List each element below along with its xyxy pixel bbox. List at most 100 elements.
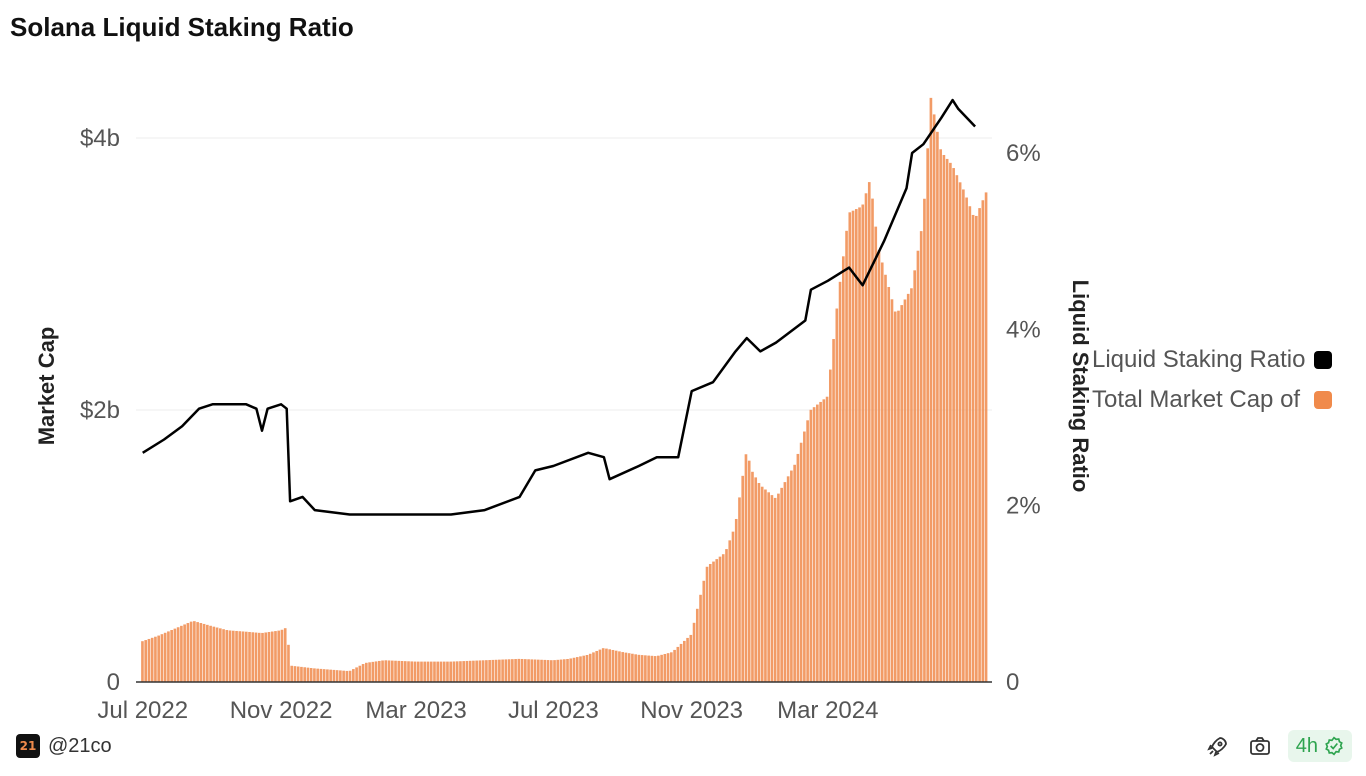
market-cap-bar	[202, 623, 206, 682]
market-cap-bar	[423, 661, 427, 682]
market-cap-bar	[507, 659, 511, 682]
market-cap-bar	[767, 492, 771, 682]
market-cap-bar	[757, 483, 761, 682]
market-cap-bar	[695, 608, 699, 682]
market-cap-bar	[274, 631, 277, 682]
market-cap-bar	[309, 668, 313, 682]
y-left-tick-label: $2b	[80, 397, 120, 424]
market-cap-bar	[248, 631, 251, 682]
market-cap-bar	[588, 653, 592, 682]
market-cap-bar	[222, 629, 225, 682]
market-cap-bar	[644, 655, 647, 682]
market-cap-bar	[504, 659, 508, 682]
refresh-interval: 4h	[1295, 734, 1318, 757]
market-cap-bar	[653, 656, 657, 682]
y-right-tick-label: 2%	[1006, 493, 1041, 520]
market-cap-bar	[579, 656, 582, 682]
market-cap-bar	[160, 634, 164, 682]
market-cap-bar	[728, 540, 732, 682]
rocket-icon[interactable]	[1204, 732, 1232, 760]
market-cap-bar	[968, 206, 972, 682]
market-cap-bar	[150, 637, 154, 682]
market-cap-bar	[721, 554, 725, 682]
market-cap-bar	[952, 168, 955, 682]
x-tick-label: Jul 2023	[508, 697, 599, 724]
market-cap-bar	[358, 665, 362, 682]
market-cap-bar	[754, 477, 758, 682]
market-cap-bar	[897, 310, 900, 682]
x-tick-label: Mar 2024	[777, 697, 878, 724]
x-tick-label: Jul 2022	[97, 697, 188, 724]
market-cap-bar	[348, 670, 352, 682]
market-cap-bar	[429, 661, 433, 682]
refresh-badge[interactable]: 4h	[1287, 730, 1352, 762]
market-cap-bar	[682, 640, 686, 682]
market-cap-bar	[494, 659, 498, 682]
market-cap-bar	[861, 204, 865, 682]
market-cap-bar	[936, 131, 939, 683]
market-cap-bar	[215, 627, 219, 682]
market-cap-bar	[410, 661, 414, 682]
market-cap-bar	[319, 668, 323, 682]
market-cap-bar	[816, 404, 819, 682]
market-cap-bar	[270, 631, 274, 682]
y-right-tick-label: 0	[1006, 669, 1019, 696]
market-cap-bar	[449, 661, 453, 682]
market-cap-bar	[825, 396, 829, 682]
market-cap-bar	[498, 659, 501, 682]
market-cap-bar	[929, 97, 933, 682]
market-cap-bar	[465, 660, 469, 682]
market-cap-bar	[533, 659, 537, 682]
market-cap-bar	[290, 665, 294, 682]
market-cap-bar	[296, 666, 300, 682]
market-cap-bar	[543, 659, 547, 682]
market-cap-bar	[501, 659, 504, 682]
market-cap-bar	[627, 653, 631, 682]
legend-item-market-cap[interactable]: Total Market Cap of	[1092, 380, 1332, 420]
market-cap-bar	[640, 655, 644, 682]
camera-icon[interactable]	[1246, 732, 1274, 760]
market-cap-bar	[867, 182, 871, 683]
market-cap-bar	[835, 308, 839, 682]
market-cap-bar	[225, 630, 229, 682]
market-cap-bar	[517, 658, 521, 682]
market-cap-bar	[569, 658, 573, 682]
market-cap-bar	[514, 659, 517, 682]
market-cap-bar	[962, 189, 965, 682]
market-cap-bar	[390, 660, 394, 682]
market-cap-bar	[803, 431, 806, 682]
market-cap-bar	[884, 274, 887, 682]
market-cap-bar	[154, 636, 157, 682]
market-cap-bar	[566, 658, 569, 682]
author-handle[interactable]: @21co	[48, 734, 112, 757]
market-cap-bar	[945, 158, 949, 682]
market-cap-bar	[734, 518, 738, 682]
21co-logo-icon: 21	[16, 734, 40, 758]
market-cap-bar	[770, 495, 774, 682]
market-cap-bar	[196, 622, 199, 682]
market-cap-bar	[605, 648, 608, 682]
legend-item-staking-ratio[interactable]: Liquid Staking Ratio	[1092, 340, 1332, 380]
chart-title: Solana Liquid Staking Ratio	[10, 12, 354, 42]
x-tick-label: Nov 2022	[230, 697, 333, 724]
market-cap-bar	[283, 628, 287, 682]
market-cap-bar	[783, 482, 787, 682]
market-cap-bar	[614, 650, 618, 682]
market-cap-bar	[452, 661, 456, 682]
market-cap-bar	[329, 669, 332, 682]
market-cap-bar	[900, 305, 904, 682]
market-cap-bar	[916, 250, 920, 682]
market-cap-bar	[819, 401, 822, 682]
market-cap-bar	[913, 270, 917, 682]
market-cap-bar	[468, 660, 472, 682]
market-cap-bar	[361, 664, 365, 682]
market-cap-bar	[981, 200, 985, 682]
market-cap-bar	[657, 655, 660, 682]
market-cap-bar	[666, 653, 670, 682]
market-cap-bar	[676, 646, 680, 682]
market-cap-bar	[832, 339, 835, 682]
market-cap-bar	[708, 564, 712, 682]
market-cap-bar	[975, 215, 978, 682]
market-cap-bar	[673, 649, 676, 682]
market-cap-bar	[433, 661, 436, 682]
